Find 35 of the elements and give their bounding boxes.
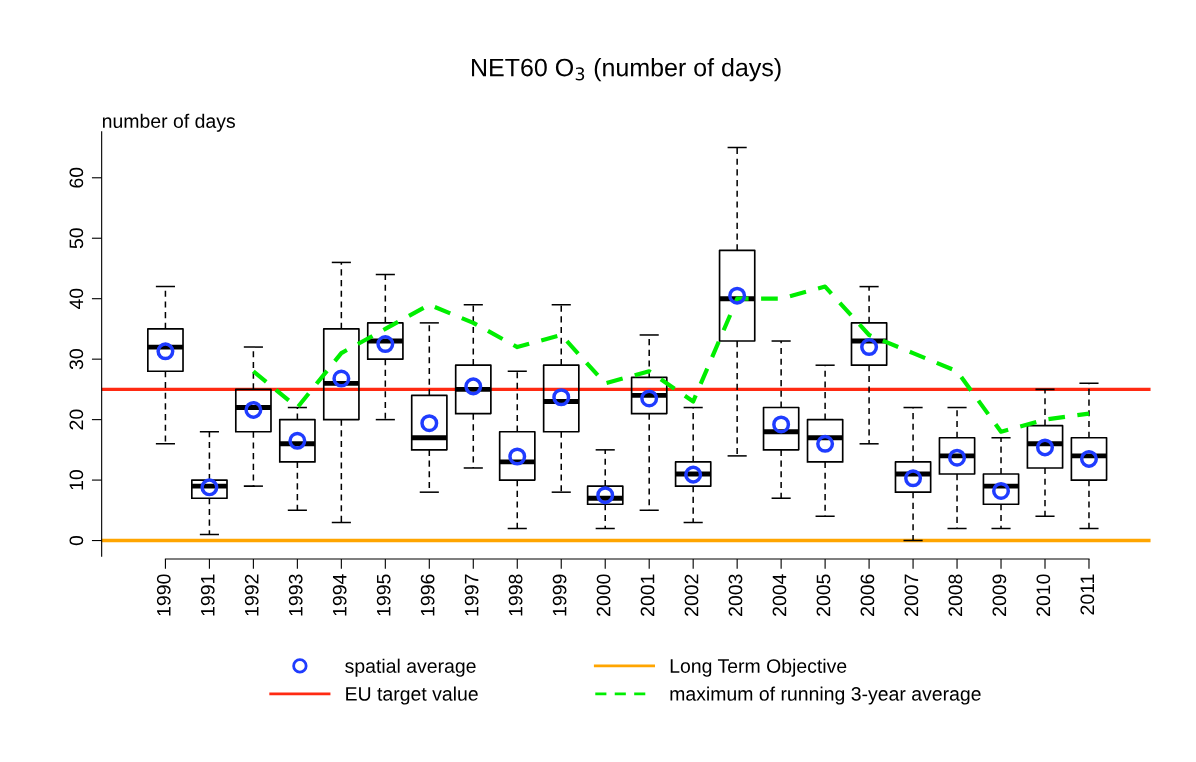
x-tick-label: 2000 <box>596 574 611 616</box>
y-tick-label: 30 <box>69 349 84 370</box>
x-tick-label: 1990 <box>156 574 171 616</box>
x-tick-label: 1994 <box>332 574 347 616</box>
y-tick-label: 50 <box>69 228 84 249</box>
x-tick-label: 2005 <box>816 574 831 616</box>
x-tick-label: 2003 <box>728 574 743 616</box>
x-tick-label: 2010 <box>1036 574 1051 616</box>
x-tick-label: 2004 <box>772 574 787 616</box>
x-tick-label: 2001 <box>640 574 655 616</box>
x-tick-label: 1998 <box>508 574 523 616</box>
y-tick-label: 40 <box>69 288 84 310</box>
x-tick-label: 2006 <box>860 574 875 616</box>
legend-label: spatial average <box>345 658 476 677</box>
x-tick-label: 2011 <box>1080 574 1095 615</box>
y-tick-label: 60 <box>69 167 84 188</box>
x-tick-label: 2007 <box>904 574 919 616</box>
x-tick-label: 1991 <box>200 574 215 616</box>
legend-label: Long Term Objective <box>670 658 847 677</box>
x-tick-label: 2008 <box>948 574 963 616</box>
x-tick-label: 1992 <box>244 574 259 616</box>
y-tick-label: 10 <box>69 470 84 490</box>
x-tick-label: 1999 <box>552 574 567 616</box>
chart-title: NET60 O$_{3}$ (number of days) <box>472 58 781 82</box>
legend-label: EU target value <box>346 686 478 705</box>
x-tick-label: 2002 <box>684 574 699 616</box>
x-tick-label: 1996 <box>420 574 435 616</box>
x-tick-label: 1993 <box>288 574 303 616</box>
y-tick-label: 20 <box>69 409 84 430</box>
x-tick-label: 1995 <box>376 574 391 616</box>
legend-label: maximum of running 3-year average <box>670 686 981 705</box>
x-tick-label: 1997 <box>464 574 479 616</box>
y-axis-title: number of days <box>102 113 235 132</box>
y-tick-label: 0 <box>69 535 84 546</box>
x-tick-label: 2009 <box>992 574 1007 616</box>
